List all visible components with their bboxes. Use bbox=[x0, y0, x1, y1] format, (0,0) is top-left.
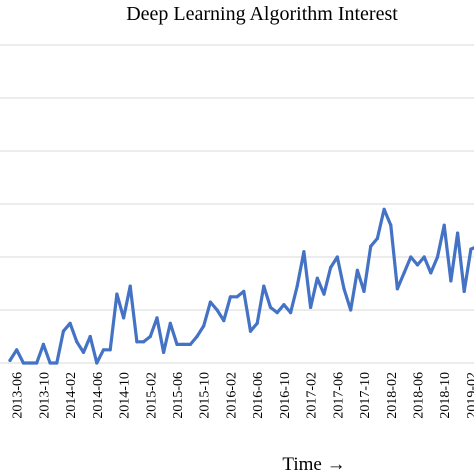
data-point bbox=[35, 361, 39, 365]
data-point bbox=[122, 316, 126, 320]
data-point bbox=[108, 348, 112, 352]
data-point bbox=[335, 255, 339, 259]
x-tick-label: 2014-02 bbox=[64, 372, 79, 419]
data-point bbox=[435, 255, 440, 259]
data-point bbox=[456, 231, 460, 235]
data-point bbox=[322, 292, 326, 296]
x-tick-label: 2017-02 bbox=[305, 372, 320, 419]
data-point bbox=[148, 334, 152, 339]
data-point bbox=[222, 319, 226, 323]
data-point bbox=[255, 321, 259, 325]
data-point bbox=[289, 311, 293, 315]
data-point bbox=[469, 247, 473, 251]
data-point bbox=[28, 361, 32, 365]
x-tick-label: 2018-02 bbox=[385, 372, 400, 419]
data-point bbox=[228, 295, 232, 299]
data-point bbox=[208, 300, 212, 304]
x-tick-labels: 2013-06 2013-10 2014-02 2014-06 2014-10 2015-… bbox=[11, 372, 474, 419]
data-point bbox=[295, 284, 299, 288]
gridlines bbox=[0, 44, 474, 364]
data-point bbox=[95, 361, 99, 365]
data-point bbox=[309, 305, 313, 309]
data-point bbox=[81, 350, 86, 354]
data-point bbox=[55, 361, 59, 365]
data-point bbox=[155, 316, 159, 320]
x-tick-label: 2015-06 bbox=[171, 372, 186, 419]
data-point bbox=[48, 361, 52, 365]
x-tick-label: 2016-06 bbox=[251, 372, 266, 419]
x-tick-label: 2019-02 bbox=[465, 372, 474, 419]
data-point bbox=[188, 342, 192, 346]
data-point bbox=[262, 284, 266, 288]
data-point bbox=[462, 289, 466, 293]
data-point bbox=[362, 289, 366, 293]
data-point bbox=[248, 329, 253, 333]
data-point bbox=[429, 271, 433, 275]
data-point bbox=[168, 321, 172, 325]
data-point bbox=[135, 340, 139, 344]
series-line bbox=[8, 207, 474, 365]
data-point bbox=[315, 276, 319, 280]
x-tick-label: 2013-10 bbox=[37, 372, 52, 419]
chart-title: Deep Learning Algorithm Interest bbox=[126, 3, 398, 25]
x-tick-label: 2016-02 bbox=[224, 372, 239, 419]
x-tick-label: 2017-10 bbox=[358, 372, 373, 419]
x-tick-label: 2013-06 bbox=[11, 372, 26, 419]
series-layer bbox=[8, 207, 474, 365]
data-point bbox=[395, 287, 399, 291]
data-point bbox=[21, 361, 25, 365]
x-tick-label: 2018-06 bbox=[412, 372, 427, 419]
data-point bbox=[449, 279, 453, 283]
data-point bbox=[75, 340, 79, 344]
data-point bbox=[355, 268, 359, 272]
data-point bbox=[282, 303, 286, 307]
data-point bbox=[302, 250, 306, 254]
data-point bbox=[235, 295, 239, 299]
data-point bbox=[68, 321, 72, 325]
data-point bbox=[202, 324, 206, 328]
data-point bbox=[101, 348, 106, 352]
x-tick-label: 2017-06 bbox=[331, 372, 346, 419]
data-point bbox=[162, 350, 166, 354]
x-tick-label: 2014-10 bbox=[118, 372, 133, 419]
data-point bbox=[329, 266, 333, 270]
data-point bbox=[389, 223, 393, 227]
x-tick-label: 2018-10 bbox=[438, 372, 453, 419]
data-point bbox=[61, 329, 65, 333]
data-point bbox=[175, 342, 179, 346]
data-point bbox=[195, 334, 199, 339]
data-point bbox=[41, 342, 46, 346]
data-point bbox=[15, 348, 19, 352]
data-point bbox=[349, 308, 353, 312]
data-point bbox=[375, 236, 379, 240]
data-point bbox=[369, 244, 373, 248]
data-point bbox=[382, 207, 386, 211]
data-point bbox=[422, 255, 426, 259]
data-point bbox=[8, 358, 12, 362]
data-point bbox=[268, 305, 273, 309]
data-point bbox=[442, 223, 446, 227]
x-tick-label: 2015-10 bbox=[198, 372, 213, 419]
data-point bbox=[342, 287, 346, 291]
data-point bbox=[275, 311, 279, 315]
x-axis-label: Time → bbox=[282, 454, 345, 474]
data-point bbox=[402, 271, 406, 275]
data-point bbox=[215, 308, 219, 312]
data-point bbox=[88, 334, 92, 339]
data-point bbox=[415, 263, 420, 267]
x-tick-label: 2015-02 bbox=[144, 372, 159, 419]
data-point bbox=[115, 292, 119, 296]
x-tick-label: 2016-10 bbox=[278, 372, 293, 419]
data-point bbox=[128, 284, 132, 288]
x-tick-label: 2014-06 bbox=[91, 372, 106, 419]
data-point bbox=[182, 342, 186, 346]
data-point bbox=[409, 255, 413, 259]
data-point bbox=[242, 289, 246, 293]
data-point bbox=[142, 340, 146, 344]
